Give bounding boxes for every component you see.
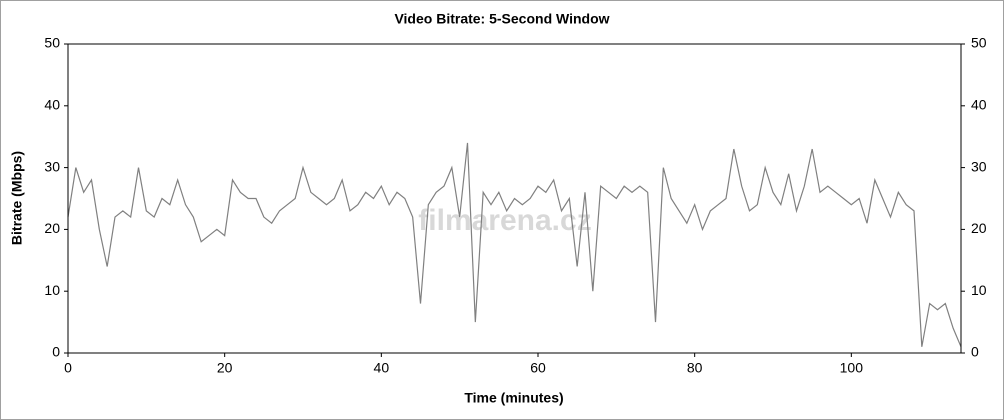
y2-tick-label: 30 — [971, 158, 987, 174]
x-axis-label: Time (minutes) — [464, 390, 563, 406]
x-tick-label: 20 — [217, 360, 233, 376]
chart-title: Video Bitrate: 5-Second Window — [394, 11, 609, 27]
y-tick-label: 10 — [44, 282, 60, 298]
y-axis-label: Bitrate (Mbps) — [9, 151, 25, 245]
y-tick-label: 0 — [52, 344, 60, 360]
y2-tick-label: 0 — [971, 344, 979, 360]
y-tick-label: 50 — [44, 35, 60, 51]
y-tick-label: 20 — [44, 220, 60, 236]
y-tick-label: 30 — [44, 158, 60, 174]
plot-area — [67, 43, 962, 354]
x-tick-label: 100 — [840, 360, 864, 376]
y2-tick-label: 40 — [971, 97, 987, 113]
x-tick-label: 60 — [530, 360, 546, 376]
watermark: filmarena.cz — [418, 204, 591, 237]
x-tick-label: 80 — [687, 360, 703, 376]
y2-tick-label: 20 — [971, 220, 987, 236]
y2-tick-label: 50 — [971, 35, 987, 51]
data-line — [67, 142, 962, 348]
y2-tick-label: 10 — [971, 282, 987, 298]
y-tick-label: 40 — [44, 97, 60, 113]
x-tick-label: 40 — [374, 360, 390, 376]
x-tick-label: 0 — [64, 360, 72, 376]
